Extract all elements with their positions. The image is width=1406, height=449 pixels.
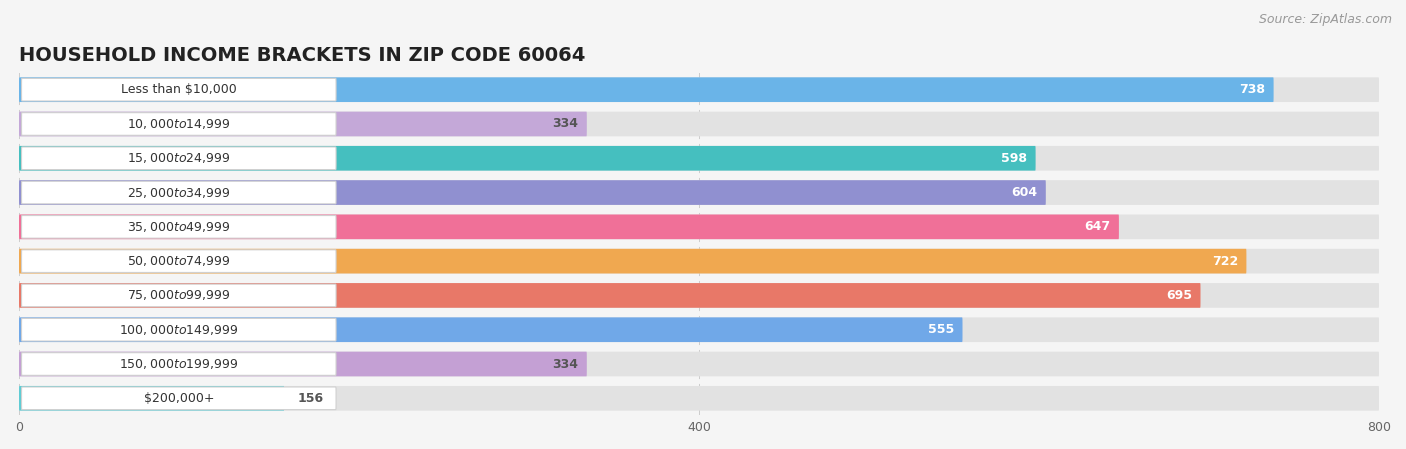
- FancyBboxPatch shape: [20, 77, 1274, 102]
- FancyBboxPatch shape: [21, 181, 336, 204]
- FancyBboxPatch shape: [20, 352, 586, 376]
- FancyBboxPatch shape: [20, 77, 1379, 102]
- Text: Less than $10,000: Less than $10,000: [121, 83, 236, 96]
- FancyBboxPatch shape: [20, 112, 586, 136]
- FancyBboxPatch shape: [20, 249, 1246, 273]
- Text: $75,000 to $99,999: $75,000 to $99,999: [127, 288, 231, 303]
- FancyBboxPatch shape: [21, 387, 336, 409]
- FancyBboxPatch shape: [20, 146, 1379, 171]
- Text: HOUSEHOLD INCOME BRACKETS IN ZIP CODE 60064: HOUSEHOLD INCOME BRACKETS IN ZIP CODE 60…: [20, 46, 585, 66]
- FancyBboxPatch shape: [21, 147, 336, 170]
- Text: $150,000 to $199,999: $150,000 to $199,999: [120, 357, 239, 371]
- FancyBboxPatch shape: [20, 317, 963, 342]
- FancyBboxPatch shape: [20, 352, 1379, 376]
- Text: $15,000 to $24,999: $15,000 to $24,999: [127, 151, 231, 165]
- Text: 695: 695: [1166, 289, 1192, 302]
- FancyBboxPatch shape: [20, 283, 1201, 308]
- Text: $100,000 to $149,999: $100,000 to $149,999: [120, 323, 239, 337]
- FancyBboxPatch shape: [20, 215, 1119, 239]
- FancyBboxPatch shape: [20, 215, 1379, 239]
- Text: 604: 604: [1011, 186, 1038, 199]
- Text: 598: 598: [1001, 152, 1028, 165]
- Text: $10,000 to $14,999: $10,000 to $14,999: [127, 117, 231, 131]
- FancyBboxPatch shape: [20, 317, 1379, 342]
- FancyBboxPatch shape: [21, 250, 336, 273]
- FancyBboxPatch shape: [21, 353, 336, 375]
- Text: $25,000 to $34,999: $25,000 to $34,999: [127, 185, 231, 199]
- Text: $200,000+: $200,000+: [143, 392, 214, 405]
- FancyBboxPatch shape: [21, 113, 336, 135]
- FancyBboxPatch shape: [20, 386, 284, 411]
- FancyBboxPatch shape: [20, 146, 1036, 171]
- FancyBboxPatch shape: [20, 249, 1379, 273]
- Text: 738: 738: [1239, 83, 1265, 96]
- FancyBboxPatch shape: [21, 216, 336, 238]
- Text: 722: 722: [1212, 255, 1237, 268]
- Text: $50,000 to $74,999: $50,000 to $74,999: [127, 254, 231, 268]
- Text: 647: 647: [1084, 220, 1111, 233]
- Text: 334: 334: [553, 357, 578, 370]
- FancyBboxPatch shape: [20, 112, 1379, 136]
- FancyBboxPatch shape: [20, 386, 1379, 411]
- FancyBboxPatch shape: [21, 284, 336, 307]
- Text: Source: ZipAtlas.com: Source: ZipAtlas.com: [1258, 13, 1392, 26]
- FancyBboxPatch shape: [21, 79, 336, 101]
- FancyBboxPatch shape: [20, 180, 1046, 205]
- Text: 555: 555: [928, 323, 955, 336]
- FancyBboxPatch shape: [21, 318, 336, 341]
- FancyBboxPatch shape: [20, 180, 1379, 205]
- Text: 334: 334: [553, 118, 578, 131]
- FancyBboxPatch shape: [20, 283, 1379, 308]
- Text: $35,000 to $49,999: $35,000 to $49,999: [127, 220, 231, 234]
- Text: 156: 156: [298, 392, 323, 405]
